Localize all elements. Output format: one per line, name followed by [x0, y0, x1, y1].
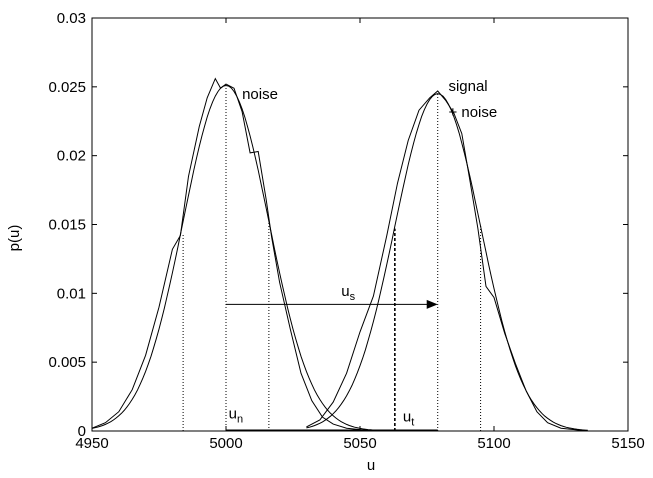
- x-tick-label: 4950: [75, 435, 108, 452]
- annotation-u-s: us: [341, 283, 355, 303]
- x-axis-label: u: [367, 457, 375, 474]
- series-line-0: [91, 84, 374, 431]
- y-tick-label: 0.01: [57, 285, 86, 302]
- annotation-u-n: un: [229, 406, 243, 426]
- y-axis-label: p(u): [6, 225, 23, 252]
- annotation: noise: [242, 86, 278, 103]
- y-tick-label: 0.005: [48, 354, 86, 371]
- y-tick-label: 0.025: [48, 79, 86, 96]
- annotation-u-t: ut: [403, 408, 414, 428]
- x-tick-label: 5050: [343, 435, 376, 452]
- y-tick-label: 0.03: [57, 10, 86, 27]
- series-line-1: [91, 77, 374, 432]
- y-tick-label: 0: [78, 423, 86, 440]
- y-tick-label: 0.02: [57, 148, 86, 165]
- arrow-head: [426, 299, 438, 309]
- x-tick-label: 5100: [477, 435, 510, 452]
- x-tick-label: 5150: [611, 435, 644, 452]
- x-tick-label: 5000: [209, 435, 242, 452]
- annotation: signal: [448, 78, 487, 95]
- annotation: + noise: [448, 104, 497, 121]
- y-tick-label: 0.015: [48, 217, 86, 234]
- series-line-3: [306, 90, 588, 432]
